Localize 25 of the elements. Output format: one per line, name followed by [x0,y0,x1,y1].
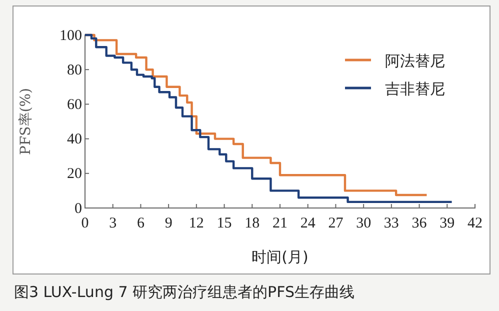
y-tick-label: 80 [67,62,82,78]
x-tick-label: 21 [272,216,288,232]
caption: 图3 LUX-Lung 7 研究两治疗组患者的PFS生存曲线 [14,283,354,301]
y-tick-label: 20 [67,166,82,182]
x-tick-label: 27 [328,216,344,232]
x-tick-label: 42 [468,216,482,232]
x-tick-label: 30 [356,216,372,232]
x-tick-label: 18 [244,216,260,232]
x-tick-label: 39 [440,216,455,232]
x-tick-label: 33 [384,216,399,232]
y-tick-label: 100 [60,28,82,44]
x-tick-label: 12 [188,216,204,232]
x-axis-title: 时间(月) [252,248,308,266]
y-tick-label: 60 [67,97,82,113]
x-tick-label: 6 [136,216,145,232]
y-axis-title: PFS率(%) [18,88,34,155]
legend-label: 吉非替尼 [385,80,445,98]
legend-label: 阿法替尼 [385,52,445,70]
x-tick-label: 9 [164,216,172,232]
x-tick-label: 15 [216,216,232,232]
y-tick-label: 40 [67,132,82,148]
x-tick-label: 36 [412,216,428,232]
x-tick-label: 24 [300,216,316,232]
x-tick-label: 3 [109,216,117,232]
y-tick-label: 0 [74,200,82,217]
